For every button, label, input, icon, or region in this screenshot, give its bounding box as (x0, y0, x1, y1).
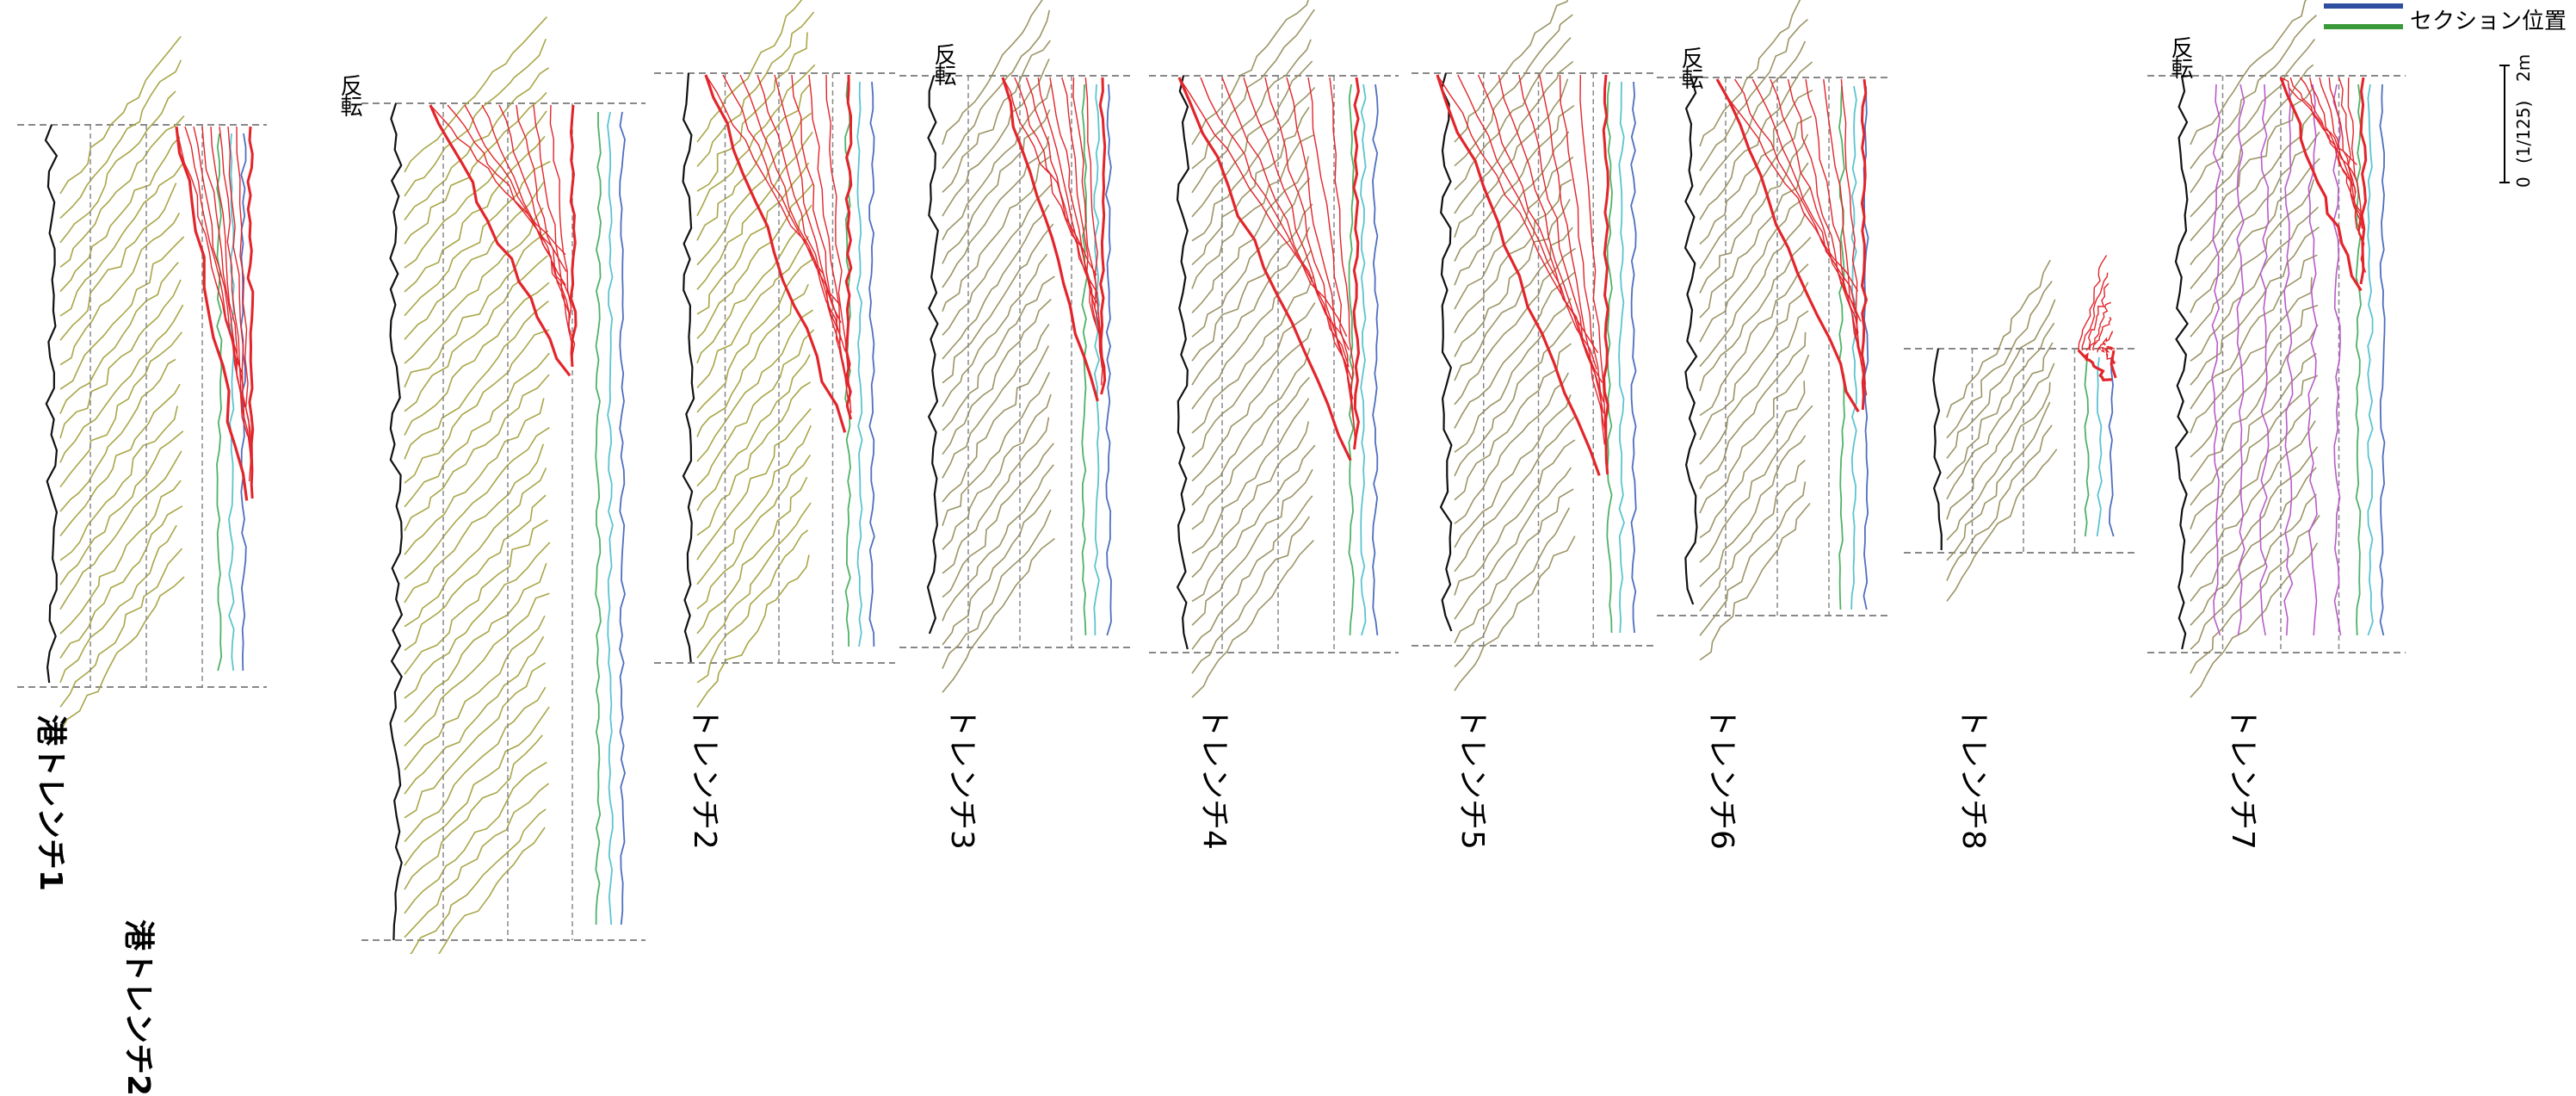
scale-zero: 0 (2513, 176, 2534, 188)
label-trench-5-text: トレンチ5 (1455, 706, 1490, 850)
reverse-mark-trench-7: 反転 (2167, 36, 2193, 77)
reverse-mark-port-2: 反転 (337, 74, 362, 115)
label-trench-6: トレンチ6 (1702, 706, 1747, 850)
label-port-trench-2: 港トレンチ2 (119, 920, 164, 1096)
label-trench-7-text: トレンチ7 (2225, 706, 2260, 850)
trench-panel-t2 (654, 0, 895, 708)
scale-line (2499, 65, 2510, 183)
label-trench-2: トレンチ2 (685, 706, 730, 850)
label-trench-3-text: トレンチ3 (944, 706, 979, 850)
label-trench-8-text: トレンチ8 (1955, 706, 1991, 850)
label-port-trench-1: 港トレンチ1 (31, 715, 76, 891)
trench-panel-t6 (1657, 0, 1889, 661)
trench-panel-t8 (1904, 255, 2134, 602)
trench-panel-t4 (1149, 0, 1399, 698)
label-trench-5: トレンチ5 (1453, 706, 1498, 850)
trench-panel-t7 (2147, 0, 2406, 698)
label-port-trench-2-text: 港トレンチ2 (120, 920, 156, 1096)
trench-panel-t3 (899, 0, 1132, 693)
scale-ratio: (1/125) (2513, 100, 2534, 164)
label-trench-7: トレンチ7 (2223, 706, 2268, 850)
label-trench-4: トレンチ4 (1195, 706, 1239, 850)
label-trench-3: トレンチ3 (942, 706, 987, 850)
label-trench-8: トレンチ8 (1954, 706, 1998, 850)
reverse-mark-trench-6: 反転 (1677, 46, 1703, 88)
trench-panel-port2 (361, 16, 646, 954)
label-port-trench-1-text: 港トレンチ1 (33, 715, 68, 892)
label-trench-2-text: トレンチ2 (687, 706, 722, 850)
scale-max: 2m (2513, 53, 2534, 82)
trench-log-diagram (17, 0, 2406, 954)
label-trench-4-text: トレンチ4 (1196, 706, 1232, 850)
reverse-mark-trench-3: 反転 (930, 43, 956, 84)
trench-panel-t5 (1412, 0, 1657, 691)
trench-panel-port1 (17, 35, 267, 732)
label-trench-6-text: トレンチ6 (1704, 706, 1739, 850)
legend-label: セクション位置 (2410, 9, 2567, 34)
legend-swatches (2324, 3, 2403, 29)
